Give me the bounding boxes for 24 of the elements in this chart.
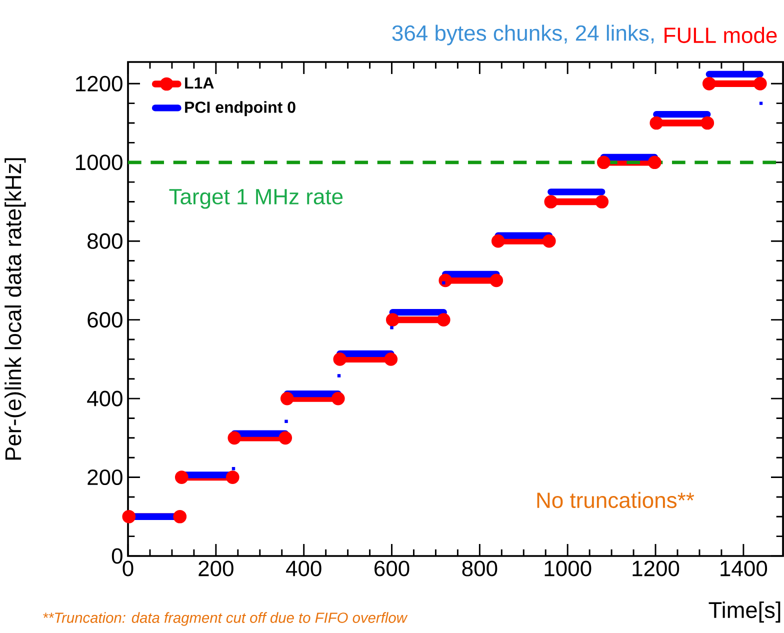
x-tick-label: 600	[374, 560, 410, 576]
x-tick-label: 0	[122, 560, 134, 576]
y-tick-label: 0	[112, 548, 122, 564]
legend-label: L1A	[185, 77, 214, 88]
y-tick-label: 600	[88, 312, 122, 328]
y-tick-label: 800	[88, 233, 122, 249]
x-tick-label: 1400	[720, 560, 768, 576]
x-tick-label: 200	[198, 560, 234, 576]
chart-title: 364 bytes chunks, 24 links,	[392, 24, 654, 46]
legend-label: PCI endpoint 0	[185, 101, 296, 116]
y-axis-title: Per-(e)link local data rate[kHz]	[4, 158, 26, 460]
x-tick-label: 400	[286, 560, 322, 576]
y-tick-label: 1000	[76, 154, 122, 170]
x-axis-title: Time[s]	[708, 601, 780, 623]
text: **Truncation: data fragment cut off due to FIFO overflow	[43, 612, 408, 626]
x-tick-label: 1200	[632, 560, 680, 576]
chart-subtitle: FULL mode	[664, 26, 777, 44]
y-tick-label: 200	[88, 469, 122, 486]
annotation: No truncations**	[537, 492, 694, 508]
x-tick-label: 800	[462, 560, 498, 576]
y-tick-label: 1200	[76, 76, 122, 92]
ref-line-label: Target 1 MHz rate	[169, 189, 343, 209]
x-tick-label: 1000	[544, 560, 592, 576]
y-tick-label: 400	[87, 390, 122, 406]
